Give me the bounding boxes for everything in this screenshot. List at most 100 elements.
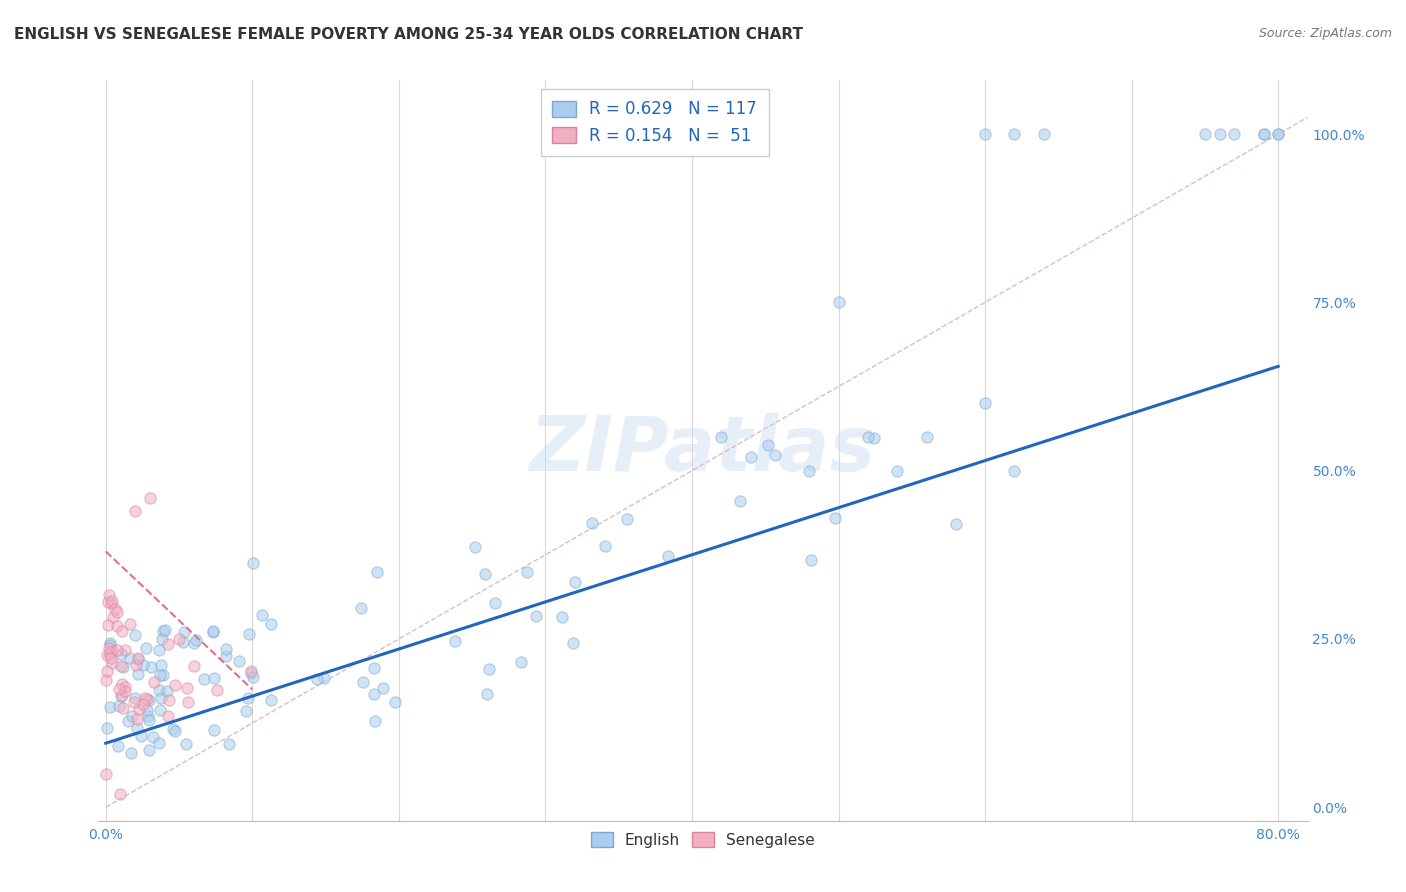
Point bbox=[945, 517, 967, 532]
Point bbox=[98, 638, 121, 652]
Point bbox=[107, 739, 129, 753]
Point bbox=[526, 609, 548, 624]
Point bbox=[756, 438, 779, 452]
Point bbox=[215, 648, 238, 663]
Point bbox=[142, 730, 165, 744]
Point bbox=[97, 595, 120, 609]
Point bbox=[799, 464, 821, 478]
Point bbox=[110, 787, 132, 801]
Point bbox=[364, 714, 387, 728]
Point bbox=[120, 746, 142, 760]
Text: ZIPatlas: ZIPatlas bbox=[530, 414, 876, 487]
Point bbox=[710, 430, 733, 444]
Point bbox=[94, 766, 117, 780]
Point bbox=[118, 650, 141, 665]
Point bbox=[657, 549, 679, 563]
Point bbox=[134, 690, 156, 705]
Point bbox=[100, 651, 122, 665]
Point bbox=[124, 691, 146, 706]
Point bbox=[138, 713, 160, 727]
Point bbox=[111, 677, 134, 691]
Point bbox=[141, 660, 163, 674]
Point bbox=[193, 672, 215, 686]
Point bbox=[110, 689, 132, 703]
Point bbox=[127, 651, 149, 665]
Point bbox=[240, 665, 263, 680]
Point bbox=[183, 659, 205, 673]
Point bbox=[551, 609, 574, 624]
Point bbox=[1267, 127, 1289, 141]
Point bbox=[242, 669, 264, 683]
Point bbox=[740, 450, 762, 465]
Point bbox=[127, 666, 149, 681]
Point bbox=[202, 671, 225, 685]
Point bbox=[242, 556, 264, 570]
Point bbox=[252, 608, 274, 623]
Point bbox=[218, 737, 240, 751]
Point bbox=[148, 683, 170, 698]
Point bbox=[143, 674, 166, 689]
Point bbox=[124, 628, 146, 642]
Point bbox=[475, 686, 498, 700]
Point bbox=[886, 464, 908, 478]
Point bbox=[240, 664, 263, 678]
Point bbox=[111, 660, 134, 674]
Point bbox=[1032, 127, 1054, 141]
Point bbox=[100, 645, 122, 659]
Point bbox=[1223, 127, 1246, 141]
Point bbox=[121, 708, 143, 723]
Point bbox=[163, 678, 186, 692]
Point bbox=[172, 634, 194, 648]
Point bbox=[856, 430, 879, 444]
Point bbox=[167, 632, 190, 646]
Point bbox=[127, 712, 149, 726]
Point bbox=[238, 627, 260, 641]
Text: Source: ZipAtlas.com: Source: ZipAtlas.com bbox=[1258, 27, 1392, 40]
Point bbox=[150, 632, 173, 647]
Point bbox=[148, 643, 170, 657]
Point bbox=[616, 512, 638, 526]
Point bbox=[111, 624, 134, 638]
Point bbox=[827, 295, 849, 310]
Point bbox=[165, 724, 187, 739]
Point bbox=[135, 641, 157, 656]
Point bbox=[974, 396, 997, 410]
Point bbox=[128, 701, 150, 715]
Point bbox=[763, 448, 786, 462]
Point bbox=[148, 668, 170, 682]
Point bbox=[474, 567, 496, 582]
Point bbox=[363, 687, 385, 701]
Point bbox=[114, 683, 136, 698]
Point bbox=[464, 540, 486, 554]
Point bbox=[136, 703, 159, 717]
Point bbox=[100, 596, 122, 610]
Point bbox=[114, 642, 136, 657]
Point bbox=[305, 672, 328, 686]
Point bbox=[260, 692, 283, 706]
Point bbox=[105, 643, 128, 657]
Point bbox=[1253, 127, 1275, 141]
Point bbox=[98, 640, 121, 655]
Point bbox=[259, 617, 281, 632]
Point bbox=[484, 596, 506, 610]
Point bbox=[108, 682, 131, 697]
Point bbox=[863, 431, 886, 445]
Point bbox=[366, 565, 388, 579]
Point bbox=[1194, 127, 1216, 141]
Point bbox=[100, 594, 122, 608]
Point bbox=[349, 600, 371, 615]
Point bbox=[108, 698, 131, 713]
Point bbox=[477, 662, 499, 676]
Point bbox=[149, 658, 172, 673]
Point bbox=[129, 729, 152, 743]
Point bbox=[373, 681, 395, 695]
Point bbox=[800, 553, 823, 567]
Point bbox=[100, 644, 122, 658]
Point bbox=[148, 736, 170, 750]
Point bbox=[728, 494, 751, 508]
Point bbox=[110, 647, 132, 661]
Point bbox=[124, 504, 146, 518]
Point bbox=[444, 634, 467, 648]
Point bbox=[131, 698, 153, 712]
Point bbox=[202, 624, 225, 639]
